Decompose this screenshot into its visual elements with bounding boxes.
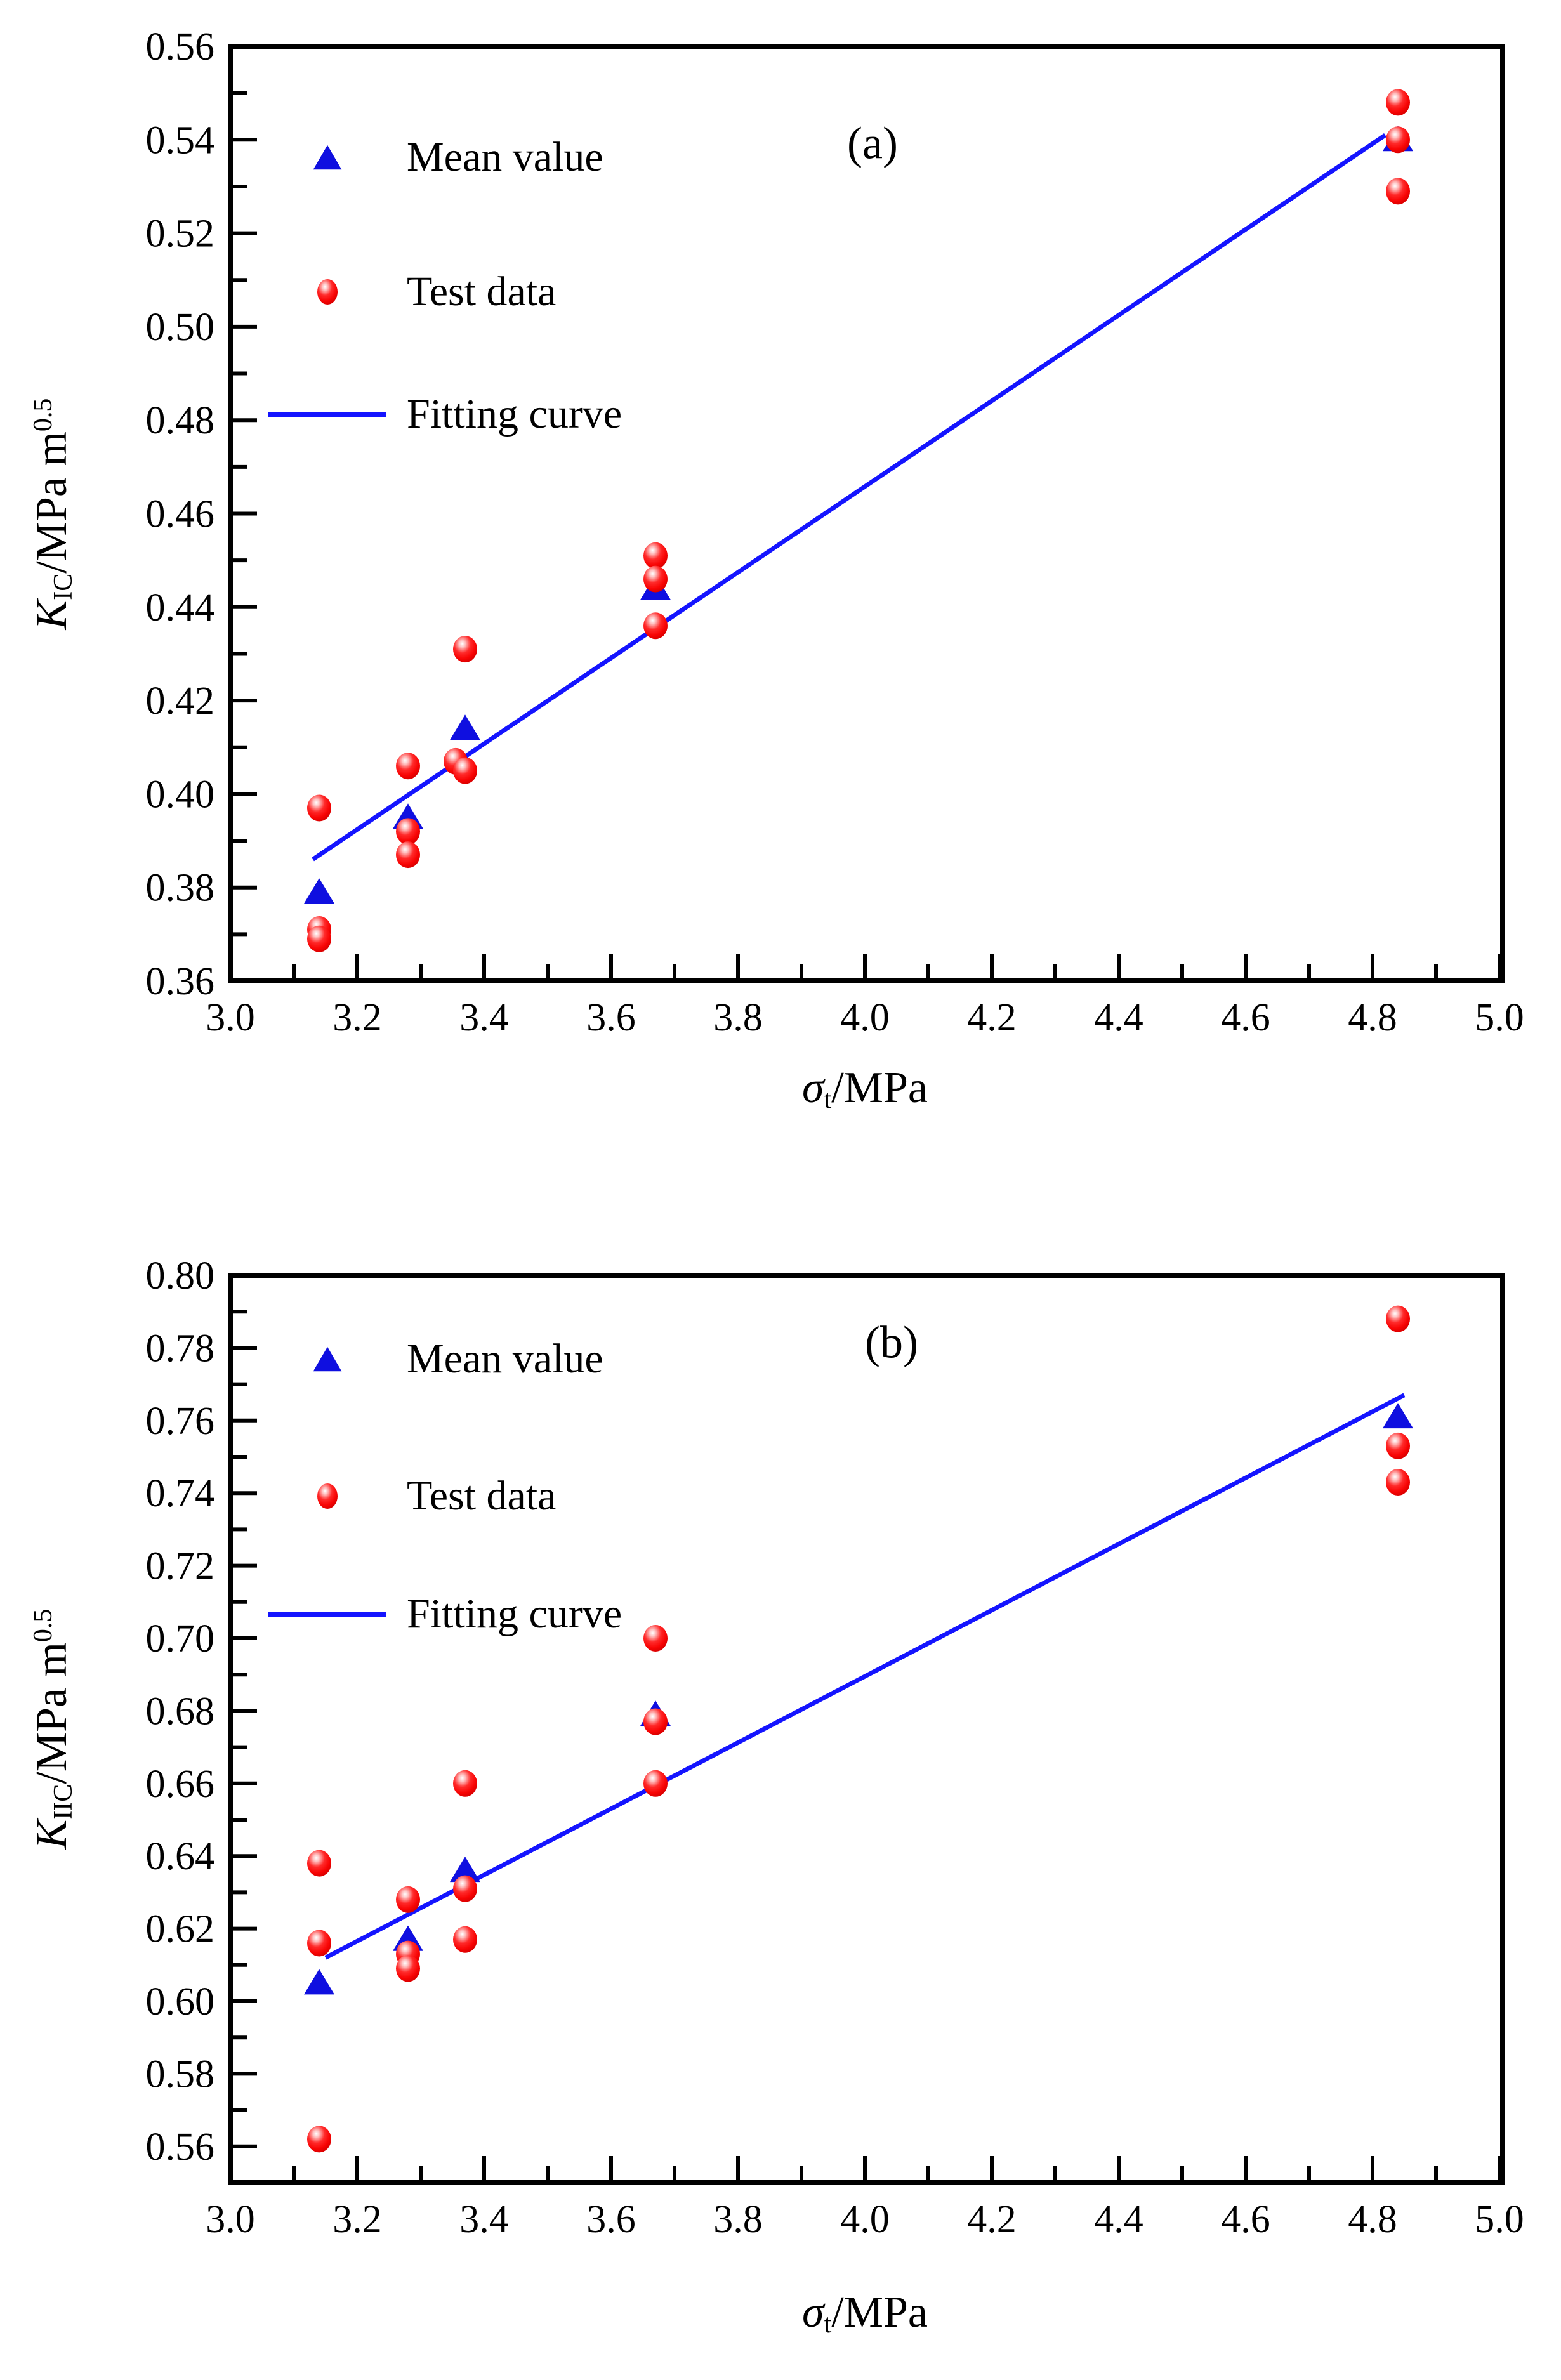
svg-text:0.74: 0.74 bbox=[146, 1472, 215, 1515]
svg-text:4.0: 4.0 bbox=[840, 996, 890, 1039]
svg-text:3.0: 3.0 bbox=[206, 996, 255, 1039]
xlabel-unit: /MPa bbox=[831, 1063, 928, 1112]
svg-text:3.4: 3.4 bbox=[459, 996, 509, 1039]
triangle-icon bbox=[265, 144, 389, 171]
legend-item-fitting-curve: Fitting curve bbox=[265, 390, 622, 438]
y-axis-title-a: KIC/MPa m0.5 bbox=[27, 398, 79, 630]
xlabel-subscript: t bbox=[824, 2310, 832, 2339]
triangle-icon bbox=[265, 1346, 389, 1372]
svg-text:0.38: 0.38 bbox=[146, 867, 215, 910]
legend-item-test-data: Test data bbox=[265, 268, 556, 316]
svg-text:0.80: 0.80 bbox=[146, 1254, 215, 1298]
svg-text:0.56: 0.56 bbox=[146, 25, 215, 69]
svg-text:0.58: 0.58 bbox=[146, 2053, 215, 2096]
svg-text:4.6: 4.6 bbox=[1221, 2198, 1270, 2241]
svg-text:4.6: 4.6 bbox=[1221, 996, 1270, 1039]
svg-text:4.8: 4.8 bbox=[1348, 996, 1397, 1039]
svg-text:0.56: 0.56 bbox=[146, 2126, 215, 2169]
svg-text:4.2: 4.2 bbox=[967, 2198, 1017, 2241]
ylabel-unit: /MPa m bbox=[27, 1642, 76, 1784]
svg-text:5.0: 5.0 bbox=[1475, 2198, 1524, 2241]
panel-label-a: (a) bbox=[847, 117, 898, 169]
svg-text:5.0: 5.0 bbox=[1475, 996, 1524, 1039]
svg-text:0.66: 0.66 bbox=[146, 1763, 215, 1806]
svg-text:0.54: 0.54 bbox=[146, 119, 215, 162]
svg-text:0.60: 0.60 bbox=[146, 1980, 215, 2023]
svg-text:0.36: 0.36 bbox=[146, 960, 215, 1003]
svg-text:0.42: 0.42 bbox=[146, 680, 215, 723]
svg-text:3.2: 3.2 bbox=[333, 996, 382, 1039]
svg-text:0.40: 0.40 bbox=[146, 773, 215, 816]
svg-text:0.52: 0.52 bbox=[146, 213, 215, 256]
svg-text:0.78: 0.78 bbox=[146, 1327, 215, 1370]
panel-label-b: (b) bbox=[865, 1317, 918, 1368]
x-axis-title-a: σt/MPa bbox=[802, 1063, 928, 1114]
svg-text:0.44: 0.44 bbox=[146, 586, 215, 629]
ylabel-superscript: 0.5 bbox=[28, 398, 58, 432]
xlabel-symbol: σ bbox=[802, 1063, 824, 1112]
scatter-plot-b: 3.0 3.2 3.4 3.6 3.8 4.0 4.2 4.4 4.6 4.8 5.0 0.56 0.5… bbox=[146, 1254, 1524, 2241]
sphere-icon bbox=[265, 1482, 389, 1511]
line-icon bbox=[265, 411, 389, 418]
svg-text:0.64: 0.64 bbox=[146, 1835, 215, 1878]
svg-text:3.8: 3.8 bbox=[713, 2198, 763, 2241]
legend-label-fitting-curve: Fitting curve bbox=[407, 1591, 622, 1637]
legend-label-mean-value: Mean value bbox=[407, 1336, 603, 1382]
svg-text:0.70: 0.70 bbox=[146, 1617, 215, 1660]
svg-text:4.0: 4.0 bbox=[840, 2198, 890, 2241]
legend-item-mean-value: Mean value bbox=[265, 133, 603, 181]
svg-text:4.2: 4.2 bbox=[967, 996, 1017, 1039]
svg-text:0.62: 0.62 bbox=[146, 1908, 215, 1951]
xlabel-subscript: t bbox=[824, 1085, 832, 1115]
legend-label-mean-value: Mean value bbox=[407, 134, 603, 180]
svg-text:3.6: 3.6 bbox=[586, 2198, 636, 2241]
svg-text:3.6: 3.6 bbox=[586, 996, 636, 1039]
xlabel-symbol: σ bbox=[802, 2288, 824, 2337]
ylabel-unit: /MPa m bbox=[27, 431, 76, 574]
legend-item-test-data: Test data bbox=[265, 1472, 556, 1520]
legend-label-test-data: Test data bbox=[407, 268, 557, 315]
line-icon bbox=[265, 1610, 389, 1618]
svg-text:3.4: 3.4 bbox=[459, 2198, 509, 2241]
svg-text:4.8: 4.8 bbox=[1348, 2198, 1397, 2241]
chart-panel-b: 3.0 3.2 3.4 3.6 3.8 4.0 4.2 4.4 4.6 4.8 5.0 0.56 0.5… bbox=[0, 1231, 1561, 2380]
svg-text:0.68: 0.68 bbox=[146, 1690, 215, 1733]
svg-text:0.76: 0.76 bbox=[146, 1400, 215, 1443]
ylabel-subscript: IC bbox=[49, 573, 79, 600]
ylabel-symbol: K bbox=[27, 600, 76, 630]
svg-text:0.48: 0.48 bbox=[146, 399, 215, 442]
legend-label-test-data: Test data bbox=[407, 1473, 557, 1519]
chart-panel-a: 3.0 3.2 3.4 3.6 3.8 4.0 4.2 4.4 4.6 4.8 5.0 0.36 0.3… bbox=[0, 0, 1561, 1187]
svg-text:0.46: 0.46 bbox=[146, 493, 215, 536]
sphere-icon bbox=[265, 277, 389, 306]
svg-text:0.50: 0.50 bbox=[146, 306, 215, 349]
scatter-plot-a: 3.0 3.2 3.4 3.6 3.8 4.0 4.2 4.4 4.6 4.8 5.0 0.36 0.3… bbox=[146, 25, 1524, 1039]
legend-label-fitting-curve: Fitting curve bbox=[407, 391, 622, 437]
x-axis-title-b: σt/MPa bbox=[802, 2287, 928, 2338]
y-axis-title-b: KIIC/MPa m0.5 bbox=[27, 1608, 79, 1850]
svg-text:4.4: 4.4 bbox=[1094, 2198, 1143, 2241]
svg-text:4.4: 4.4 bbox=[1094, 996, 1143, 1039]
svg-text:3.8: 3.8 bbox=[713, 996, 763, 1039]
svg-text:3.2: 3.2 bbox=[333, 2198, 382, 2241]
xlabel-unit: /MPa bbox=[831, 2288, 928, 2337]
legend-item-fitting-curve: Fitting curve bbox=[265, 1590, 622, 1638]
svg-text:0.72: 0.72 bbox=[146, 1545, 215, 1588]
svg-text:3.0: 3.0 bbox=[206, 2198, 255, 2241]
ylabel-subscript: IIC bbox=[49, 1784, 79, 1820]
ylabel-superscript: 0.5 bbox=[28, 1608, 58, 1643]
legend-item-mean-value: Mean value bbox=[265, 1335, 603, 1383]
ylabel-symbol: K bbox=[27, 1819, 76, 1850]
